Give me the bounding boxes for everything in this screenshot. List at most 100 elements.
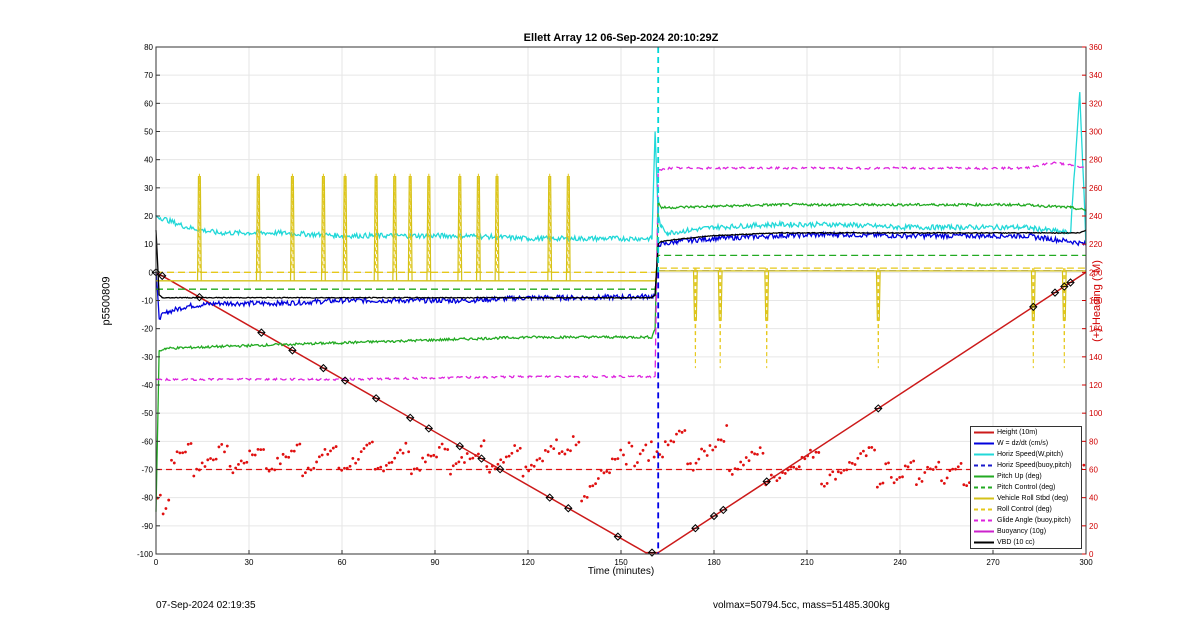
heading-dot bbox=[158, 493, 162, 497]
heading-dot bbox=[184, 450, 187, 454]
heading-dot bbox=[354, 461, 358, 465]
heading-dot bbox=[186, 442, 190, 446]
heading-dot bbox=[686, 462, 690, 466]
y-tick-label-left: 10 bbox=[144, 240, 153, 249]
y-tick-label-right: 60 bbox=[1089, 466, 1098, 475]
legend-item: Pitch Control (deg) bbox=[971, 482, 1081, 493]
heading-dot bbox=[304, 471, 307, 475]
heading-dot bbox=[396, 451, 399, 455]
y-tick-label-right: 160 bbox=[1089, 325, 1103, 334]
heading-dot bbox=[429, 454, 433, 458]
heading-dot bbox=[209, 457, 212, 460]
y-tick-label-right: 360 bbox=[1089, 43, 1103, 52]
heading-dot bbox=[716, 438, 720, 442]
heading-dot bbox=[934, 465, 938, 469]
heading-dot bbox=[783, 472, 787, 475]
roll-control-spike bbox=[427, 173, 430, 273]
heading-dot bbox=[393, 456, 397, 460]
heading-dot bbox=[942, 481, 946, 485]
x-tick-label: 180 bbox=[707, 558, 721, 567]
heading-dot bbox=[248, 449, 252, 453]
heading-dot bbox=[797, 465, 801, 469]
heading-dot bbox=[622, 453, 625, 457]
heading-dot bbox=[892, 481, 896, 485]
heading-dot bbox=[161, 512, 165, 516]
heading-dot bbox=[809, 448, 812, 452]
roll-control-spike bbox=[458, 173, 461, 273]
legend-label: W = dz/dt (cm/s) bbox=[997, 440, 1049, 447]
heading-dot bbox=[273, 468, 277, 472]
heading-dot bbox=[220, 443, 224, 446]
heading-dot bbox=[912, 459, 916, 463]
heading-dot bbox=[298, 442, 302, 446]
roll-control-spike bbox=[567, 173, 570, 273]
heading-dot bbox=[862, 449, 865, 453]
heading-dot bbox=[228, 464, 232, 468]
heading-dot bbox=[853, 463, 857, 466]
heading-dot bbox=[769, 473, 773, 477]
roll-control-spike bbox=[495, 173, 499, 273]
y-tick-label-right: 260 bbox=[1089, 184, 1103, 193]
heading-dot bbox=[940, 479, 943, 483]
roll-control-spike bbox=[1063, 268, 1066, 369]
roll-control-spike bbox=[322, 173, 325, 273]
heading-dot bbox=[256, 447, 260, 451]
heading-dot bbox=[278, 462, 282, 466]
heading-dot bbox=[518, 446, 522, 450]
heading-dot bbox=[881, 481, 885, 485]
legend-swatch bbox=[974, 464, 994, 467]
legend-label: Glide Angle (buoy,pitch) bbox=[997, 517, 1071, 524]
heading-dot bbox=[915, 483, 918, 486]
heading-dot bbox=[404, 441, 408, 445]
heading-dot bbox=[421, 456, 424, 460]
heading-dot bbox=[334, 445, 338, 448]
heading-dot bbox=[602, 471, 606, 475]
heading-dot bbox=[365, 443, 369, 447]
roll-control-spike bbox=[719, 268, 722, 369]
heading-dot bbox=[471, 456, 475, 460]
heading-dot bbox=[423, 460, 427, 464]
heading-dot bbox=[192, 474, 196, 478]
y-tick-label-left: 60 bbox=[144, 99, 153, 108]
heading-dot bbox=[627, 441, 631, 445]
heading-dot bbox=[343, 466, 346, 470]
y-tick-label-left: 50 bbox=[144, 128, 153, 137]
heading-dot bbox=[839, 471, 843, 475]
heading-dot bbox=[591, 484, 595, 488]
heading-dot bbox=[596, 477, 600, 480]
heading-dot bbox=[443, 447, 447, 451]
heading-dot bbox=[410, 472, 413, 476]
heading-dot bbox=[753, 452, 757, 456]
legend-label: Pitch Control (deg) bbox=[997, 484, 1056, 491]
heading-dot bbox=[831, 470, 835, 474]
heading-dot bbox=[217, 445, 221, 449]
heading-dot bbox=[242, 461, 246, 465]
legend-label: Horiz Speed(W,pitch) bbox=[997, 451, 1064, 458]
roll-control-spike bbox=[694, 268, 697, 369]
heading-dot bbox=[889, 475, 893, 479]
heading-dot bbox=[292, 449, 296, 453]
heading-dot bbox=[705, 454, 709, 457]
heading-dot bbox=[323, 447, 327, 451]
series-line-vbd-10-cc- bbox=[155, 229, 1087, 299]
heading-dot bbox=[463, 461, 466, 464]
x-tick-label: 300 bbox=[1079, 558, 1093, 567]
heading-dot bbox=[370, 440, 374, 444]
heading-dot bbox=[488, 470, 491, 474]
y-tick-label-left: 40 bbox=[144, 156, 153, 165]
legend-item: Glide Angle (buoy,pitch) bbox=[971, 515, 1081, 526]
heading-dot bbox=[867, 446, 871, 449]
roll-control-spike bbox=[477, 173, 480, 273]
heading-dot bbox=[373, 467, 377, 471]
heading-dot bbox=[644, 443, 648, 447]
heading-dot bbox=[331, 446, 335, 450]
heading-dot bbox=[477, 452, 480, 456]
heading-dot bbox=[454, 462, 458, 466]
heading-dot bbox=[775, 479, 779, 483]
heading-dot bbox=[608, 471, 611, 475]
heading-dot bbox=[262, 448, 265, 451]
heading-dot bbox=[546, 450, 550, 454]
heading-dot bbox=[836, 470, 840, 474]
y-tick-label-right: 180 bbox=[1089, 297, 1103, 306]
legend-swatch bbox=[974, 530, 994, 533]
